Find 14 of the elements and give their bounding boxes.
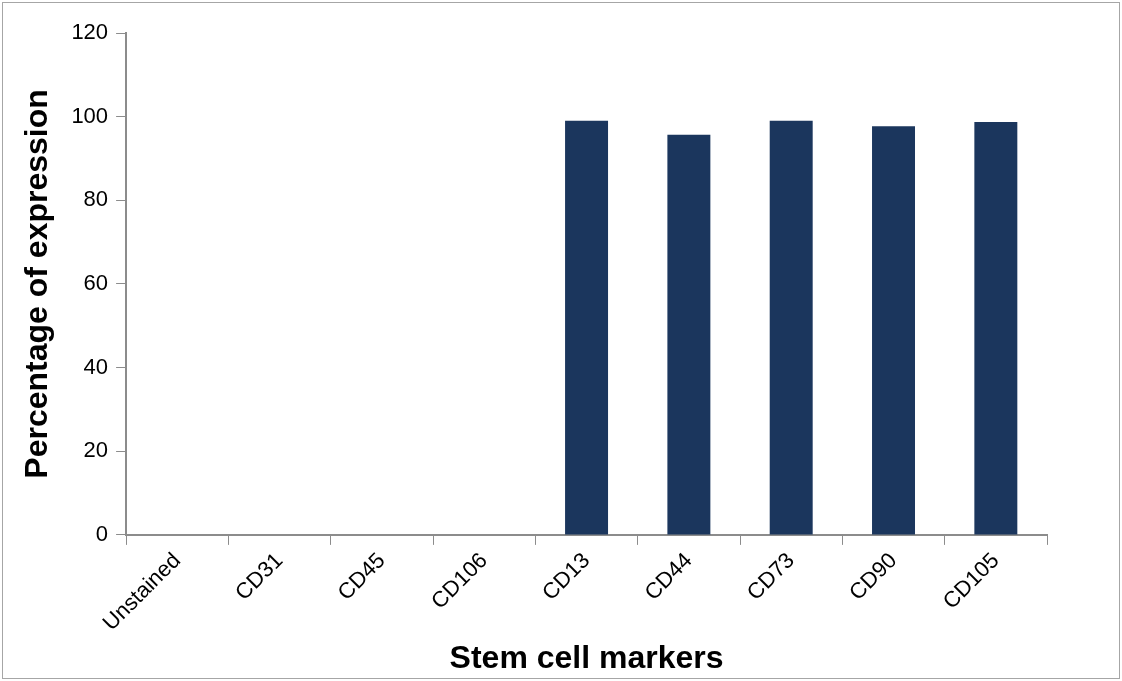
bar <box>872 126 916 535</box>
x-axis-title: Stem cell markers <box>449 638 724 675</box>
bar <box>667 134 711 535</box>
y-tick-label: 20 <box>83 437 109 463</box>
bar <box>769 120 813 535</box>
y-axis-title: Percentage of expression <box>18 89 55 479</box>
y-tick-label: 0 <box>95 520 109 546</box>
y-tick-label: 80 <box>83 186 109 212</box>
bar <box>974 122 1018 535</box>
y-tick-label: 40 <box>83 353 109 379</box>
bar <box>565 120 609 535</box>
y-tick-label: 60 <box>83 270 109 295</box>
y-tick-label: 120 <box>71 19 109 45</box>
y-tick-label: 100 <box>71 102 109 128</box>
